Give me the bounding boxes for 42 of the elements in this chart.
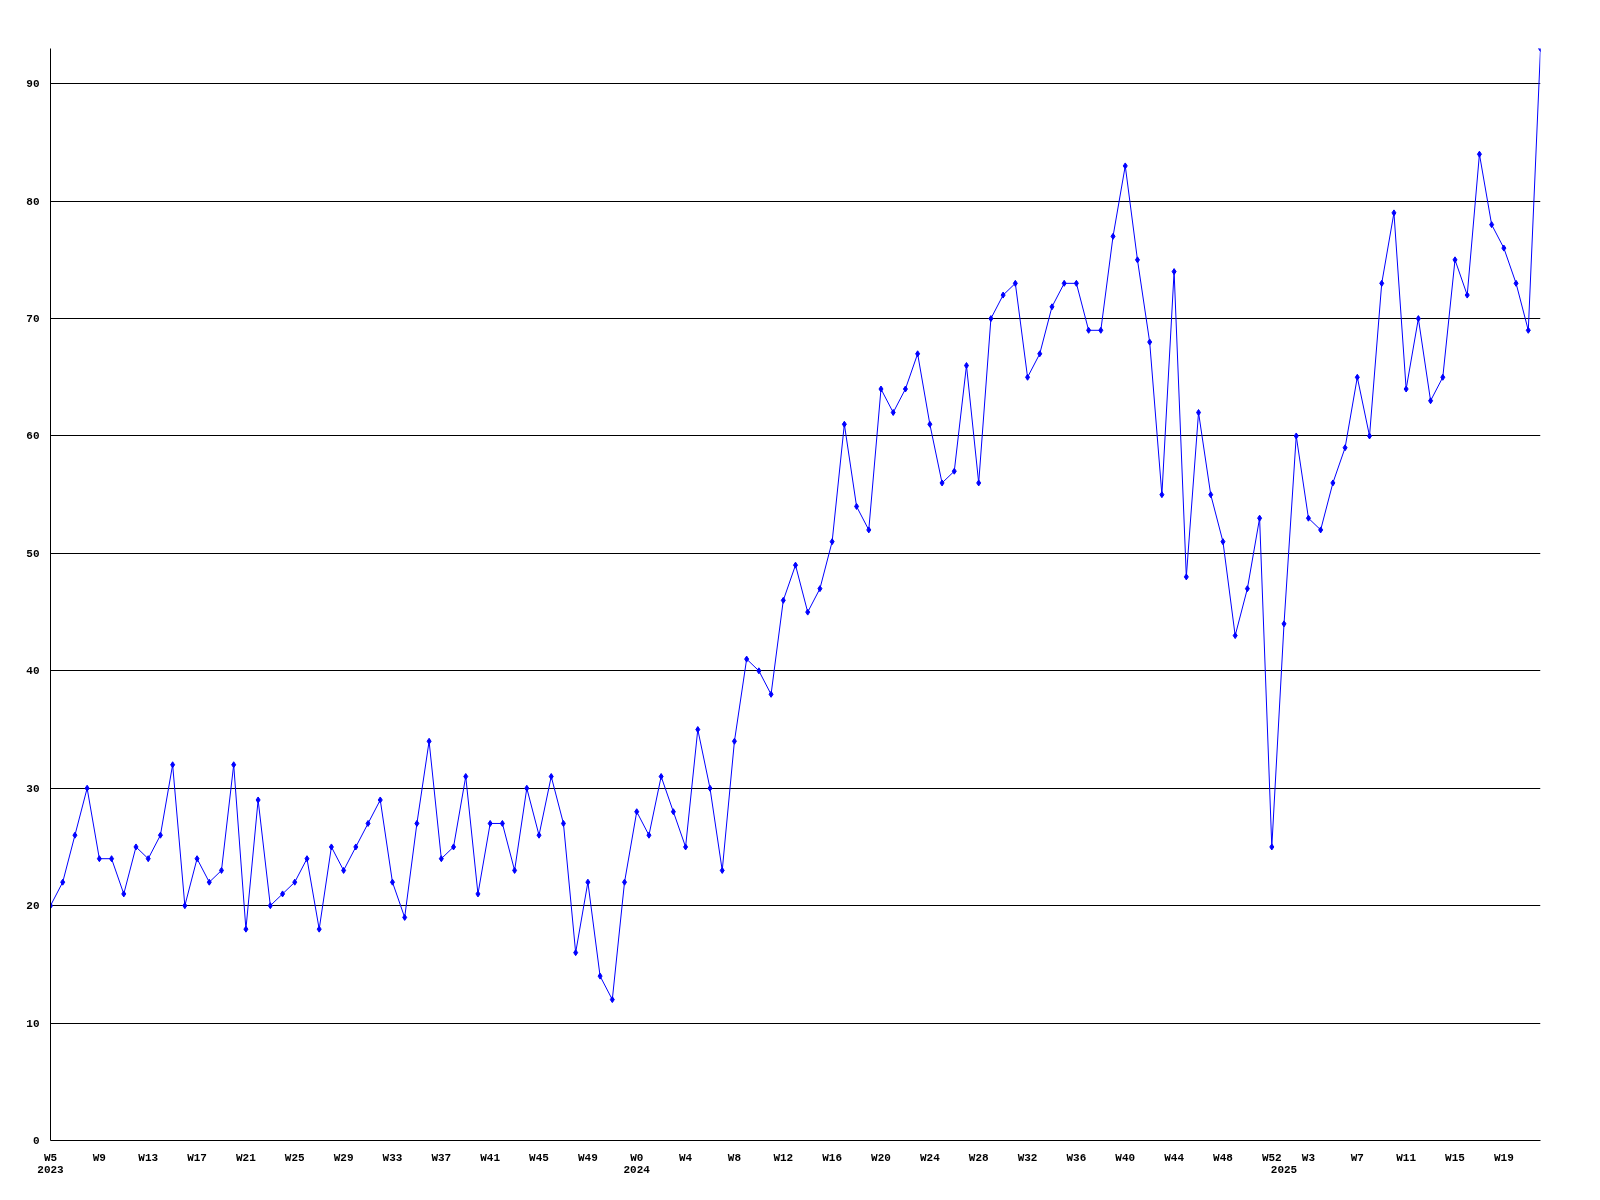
x-tick-label: W33 bbox=[382, 1151, 403, 1164]
x-tick-label: W41 bbox=[480, 1151, 501, 1164]
x-tick-label: W20 bbox=[871, 1151, 891, 1164]
y-tick-label: 30 bbox=[26, 782, 40, 795]
y-tick-label: 50 bbox=[26, 547, 40, 560]
x-tick-label: W13 bbox=[138, 1151, 159, 1164]
x-tick-label: W12 bbox=[773, 1151, 794, 1164]
x-tick-label: W15 bbox=[1445, 1151, 1466, 1164]
y-tick-label: 70 bbox=[26, 313, 40, 326]
x-tick-label: W7 bbox=[1350, 1151, 1364, 1164]
y-tick-label: 80 bbox=[26, 195, 40, 208]
x-tick-label: W44 bbox=[1164, 1151, 1185, 1164]
x-tick-label: W0 2024 bbox=[623, 1151, 651, 1176]
x-tick-label: W29 bbox=[333, 1151, 354, 1164]
x-tick-label: W16 bbox=[822, 1151, 843, 1164]
x-tick-label: W45 bbox=[529, 1151, 550, 1164]
x-tick-label: W11 bbox=[1396, 1151, 1417, 1164]
x-tick-label: W19 bbox=[1493, 1151, 1514, 1164]
y-tick-label: 10 bbox=[26, 1017, 40, 1030]
x-tick-label: W17 bbox=[187, 1151, 207, 1164]
y-tick-label: 90 bbox=[26, 78, 40, 91]
x-tick-label: W4 bbox=[678, 1151, 693, 1164]
x-tick-label: W5 2023 bbox=[37, 1151, 65, 1176]
y-tick-label: 20 bbox=[26, 900, 40, 913]
x-tick-label: W25 bbox=[284, 1151, 306, 1164]
y-tick-label: 40 bbox=[26, 665, 40, 678]
x-tick-label: W40 bbox=[1115, 1151, 1136, 1164]
x-tick-label: W21 bbox=[236, 1151, 257, 1164]
x-tick-label: W52 bbox=[1261, 1151, 1282, 1164]
x-tick-label: W9 bbox=[92, 1151, 106, 1164]
y-tick-label: 0 bbox=[32, 1135, 40, 1147]
x-tick-label: W36 bbox=[1066, 1151, 1087, 1164]
x-tick-label: W48 bbox=[1213, 1151, 1234, 1164]
x-tick-label: W24 bbox=[919, 1151, 941, 1164]
y-tick-label: 60 bbox=[26, 430, 40, 443]
x-tick-label: W3 bbox=[1301, 1151, 1316, 1164]
x-tick-label: W8 bbox=[727, 1151, 742, 1164]
x-tick-label: W28 bbox=[968, 1151, 989, 1164]
x-tick-label: W37 bbox=[431, 1151, 452, 1164]
x-tick-label: W49 bbox=[577, 1151, 598, 1164]
x-tick-label: W32 bbox=[1017, 1151, 1038, 1164]
x-tick-label: 2025 bbox=[1270, 1163, 1298, 1176]
